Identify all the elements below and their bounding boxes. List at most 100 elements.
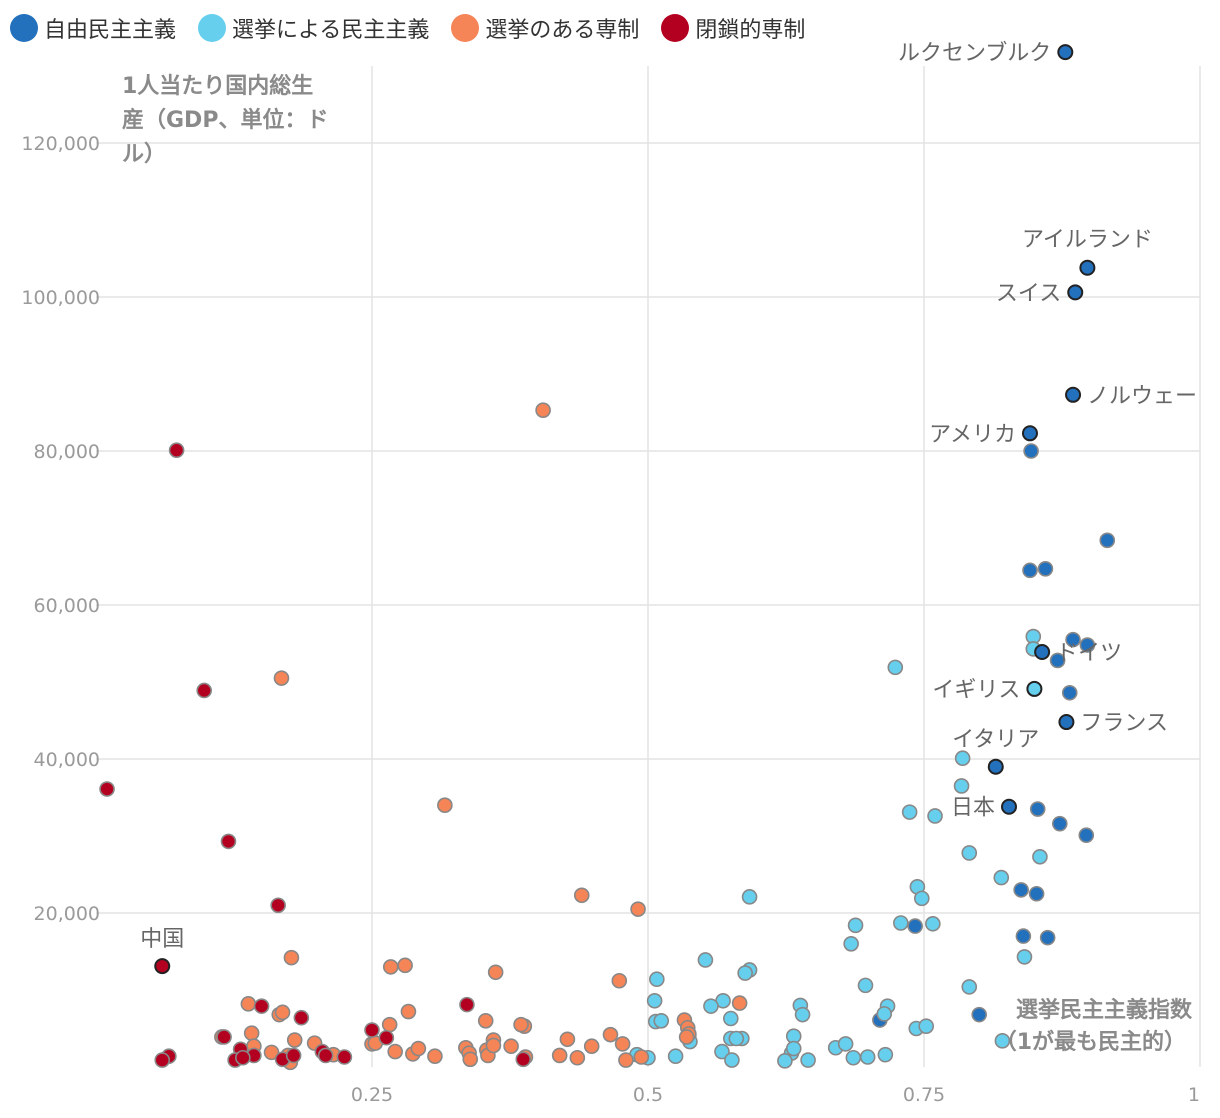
data-point[interactable] — [1061, 684, 1078, 701]
data-point[interactable] — [154, 958, 171, 975]
data-point[interactable] — [569, 1049, 586, 1066]
data-point[interactable] — [336, 1049, 353, 1065]
data-point[interactable] — [927, 808, 943, 824]
data-point[interactable] — [876, 1006, 893, 1022]
data-point[interactable] — [535, 402, 551, 418]
data-point[interactable] — [649, 971, 665, 988]
data-point[interactable] — [722, 1010, 739, 1027]
data-point[interactable] — [918, 1018, 935, 1034]
data-point[interactable] — [877, 1046, 894, 1063]
data-point[interactable] — [731, 995, 748, 1011]
data-point[interactable] — [397, 957, 413, 974]
data-point[interactable] — [961, 979, 978, 995]
data-point[interactable] — [243, 1025, 260, 1041]
data-point[interactable] — [994, 1033, 1011, 1049]
data-point[interactable] — [1057, 44, 1074, 61]
data-point[interactable] — [887, 659, 904, 676]
data-point[interactable] — [551, 1047, 568, 1064]
data-point[interactable] — [513, 1016, 529, 1033]
legend-item-electoral-democracy[interactable]: 選挙による民主主義 — [198, 12, 429, 44]
data-point[interactable] — [1058, 714, 1075, 731]
data-point[interactable] — [427, 1048, 443, 1065]
data-point[interactable] — [925, 915, 941, 932]
data-point[interactable] — [630, 901, 646, 917]
data-point[interactable] — [961, 845, 978, 861]
data-point[interactable] — [845, 1049, 862, 1066]
data-point[interactable] — [293, 1009, 310, 1026]
data-point[interactable] — [741, 889, 758, 905]
data-point[interactable] — [274, 1004, 291, 1021]
data-point[interactable] — [283, 949, 300, 966]
data-point[interactable] — [907, 918, 923, 934]
data-point[interactable] — [168, 442, 185, 459]
data-point[interactable] — [462, 1051, 479, 1068]
data-point[interactable] — [263, 1044, 280, 1061]
data-point[interactable] — [573, 887, 590, 904]
data-point[interactable] — [1026, 680, 1043, 697]
data-point[interactable] — [559, 1031, 576, 1048]
data-point[interactable] — [737, 965, 753, 981]
data-point[interactable] — [837, 1036, 854, 1052]
data-point[interactable] — [678, 1029, 695, 1045]
data-point[interactable] — [954, 750, 971, 767]
data-point[interactable] — [240, 996, 257, 1012]
data-point[interactable] — [993, 869, 1010, 886]
legend-item-electoral-autocracy[interactable]: 選挙のある専制 — [451, 12, 639, 44]
data-point[interactable] — [99, 781, 115, 797]
data-point[interactable] — [1029, 801, 1046, 817]
data-point[interactable] — [777, 1053, 793, 1069]
data-point[interactable] — [794, 1006, 811, 1023]
data-point[interactable] — [667, 1048, 684, 1065]
data-point[interactable] — [378, 1029, 395, 1046]
data-point[interactable] — [1023, 443, 1039, 459]
data-point[interactable] — [216, 1029, 232, 1045]
data-point[interactable] — [437, 797, 453, 814]
data-point[interactable] — [503, 1038, 519, 1055]
data-point[interactable] — [459, 996, 475, 1013]
data-point[interactable] — [1065, 386, 1082, 403]
data-point[interactable] — [1051, 815, 1068, 832]
data-point[interactable] — [1032, 848, 1048, 865]
data-point[interactable] — [583, 1038, 600, 1055]
data-point[interactable] — [618, 1052, 634, 1068]
data-point[interactable] — [697, 952, 714, 968]
data-point[interactable] — [1049, 652, 1066, 669]
data-point[interactable] — [800, 1052, 816, 1068]
data-point[interactable] — [724, 1052, 740, 1068]
data-point[interactable] — [364, 1022, 380, 1038]
data-point[interactable] — [703, 998, 719, 1014]
data-point[interactable] — [387, 1043, 403, 1060]
data-point[interactable] — [1037, 561, 1054, 577]
data-point[interactable] — [1099, 532, 1116, 549]
data-point[interactable] — [646, 992, 663, 1009]
data-point[interactable] — [1039, 929, 1056, 946]
data-point[interactable] — [614, 1036, 631, 1052]
data-point[interactable] — [901, 804, 918, 820]
data-point[interactable] — [515, 1051, 532, 1068]
data-point[interactable] — [1013, 882, 1029, 898]
data-point[interactable] — [857, 977, 874, 994]
data-point[interactable] — [1079, 637, 1096, 653]
data-point[interactable] — [285, 1047, 302, 1064]
data-point[interactable] — [1065, 631, 1081, 648]
data-point[interactable] — [1067, 284, 1084, 301]
data-point[interactable] — [602, 1026, 619, 1043]
data-point[interactable] — [1078, 827, 1095, 844]
data-point[interactable] — [317, 1047, 334, 1064]
data-point[interactable] — [220, 833, 237, 850]
data-point[interactable] — [286, 1032, 303, 1048]
data-point[interactable] — [400, 1003, 417, 1020]
data-point[interactable] — [235, 1049, 251, 1066]
data-point[interactable] — [477, 1012, 494, 1029]
data-point[interactable] — [1001, 798, 1018, 815]
data-point[interactable] — [611, 972, 628, 989]
data-point[interactable] — [273, 670, 290, 686]
data-point[interactable] — [728, 1030, 745, 1047]
data-point[interactable] — [487, 964, 504, 981]
data-point[interactable] — [893, 915, 909, 931]
data-point[interactable] — [253, 998, 270, 1014]
data-point[interactable] — [859, 1049, 876, 1065]
data-point[interactable] — [381, 1016, 398, 1033]
legend-item-closed-autocracy[interactable]: 閉鎖的専制 — [661, 12, 805, 44]
data-point[interactable] — [270, 897, 286, 914]
